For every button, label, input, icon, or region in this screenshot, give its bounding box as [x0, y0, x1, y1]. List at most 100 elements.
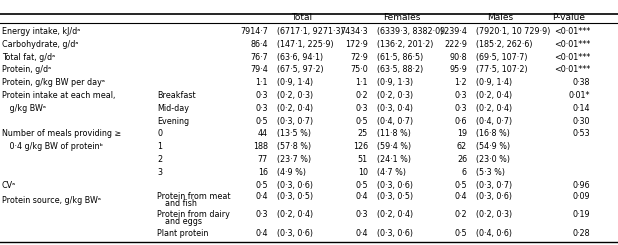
- Text: (4·7 %): (4·7 %): [377, 168, 406, 177]
- Text: and eggs: and eggs: [165, 217, 202, 226]
- Text: 0·5: 0·5: [355, 181, 368, 190]
- Text: 62: 62: [457, 142, 467, 151]
- Text: (0·2, 0·4): (0·2, 0·4): [377, 210, 413, 219]
- Text: and fish: and fish: [165, 199, 197, 208]
- Text: 1: 1: [157, 142, 162, 151]
- Text: 0·14: 0·14: [572, 104, 590, 113]
- Text: 1·2: 1·2: [454, 78, 467, 87]
- Text: 0·38: 0·38: [572, 78, 590, 87]
- Text: (0·3, 0·7): (0·3, 0·7): [277, 117, 313, 126]
- Text: Total: Total: [291, 13, 312, 22]
- Text: (6717·1, 9271·3): (6717·1, 9271·3): [277, 27, 344, 36]
- Text: 26: 26: [457, 155, 467, 164]
- Text: Protein from dairy: Protein from dairy: [157, 210, 230, 219]
- Text: g/kg BWᵃ: g/kg BWᵃ: [2, 104, 46, 113]
- Text: (13·5 %): (13·5 %): [277, 129, 311, 138]
- Text: 7914·7: 7914·7: [240, 27, 268, 36]
- Text: 16: 16: [258, 168, 268, 177]
- Text: (0·9, 1·3): (0·9, 1·3): [377, 78, 413, 87]
- Text: <0·01***: <0·01***: [554, 27, 590, 36]
- Text: 0·01*: 0·01*: [569, 91, 590, 100]
- Text: 1·1: 1·1: [255, 78, 268, 87]
- Text: (185·2, 262·6): (185·2, 262·6): [476, 40, 533, 49]
- Text: 0: 0: [157, 129, 162, 138]
- Text: Protein source, g/kg BWᵃ: Protein source, g/kg BWᵃ: [2, 196, 101, 205]
- Text: (69·5, 107·7): (69·5, 107·7): [476, 53, 528, 61]
- Text: 72·9: 72·9: [350, 53, 368, 61]
- Text: Total fat, g/dᵃ: Total fat, g/dᵃ: [2, 53, 55, 61]
- Text: Protein intake at each meal,: Protein intake at each meal,: [2, 91, 116, 100]
- Text: 0·4: 0·4: [454, 193, 467, 201]
- Text: (77·5, 107·2): (77·5, 107·2): [476, 65, 528, 74]
- Text: Protein from meat: Protein from meat: [157, 193, 231, 201]
- Text: 0·53: 0·53: [572, 129, 590, 138]
- Text: Carbohydrate, g/dᵃ: Carbohydrate, g/dᵃ: [2, 40, 78, 49]
- Text: <0·01***: <0·01***: [554, 40, 590, 49]
- Text: 0·6: 0·6: [454, 117, 467, 126]
- Text: 86·4: 86·4: [250, 40, 268, 49]
- Text: (0·4, 0·7): (0·4, 0·7): [377, 117, 413, 126]
- Text: 0·4: 0·4: [255, 229, 268, 238]
- Text: 0·3: 0·3: [355, 210, 368, 219]
- Text: 0·2: 0·2: [454, 210, 467, 219]
- Text: (0·3, 0·6): (0·3, 0·6): [476, 193, 512, 201]
- Text: (0·2, 0·3): (0·2, 0·3): [277, 91, 313, 100]
- Text: 2: 2: [157, 155, 162, 164]
- Text: (24·1 %): (24·1 %): [377, 155, 411, 164]
- Text: (0·3, 0·6): (0·3, 0·6): [377, 229, 413, 238]
- Text: 95·9: 95·9: [449, 65, 467, 74]
- Text: (54·9 %): (54·9 %): [476, 142, 510, 151]
- Text: 0·5: 0·5: [255, 117, 268, 126]
- Text: (23·7 %): (23·7 %): [277, 155, 311, 164]
- Text: 0·3: 0·3: [255, 91, 268, 100]
- Text: 0·96: 0·96: [572, 181, 590, 190]
- Text: (0·3, 0·5): (0·3, 0·5): [277, 193, 313, 201]
- Text: (16·8 %): (16·8 %): [476, 129, 510, 138]
- Text: 0·4: 0·4: [355, 229, 368, 238]
- Text: 0·28: 0·28: [572, 229, 590, 238]
- Text: 0·5: 0·5: [255, 181, 268, 190]
- Text: 0·3: 0·3: [454, 104, 467, 113]
- Text: Number of meals providing ≥: Number of meals providing ≥: [2, 129, 121, 138]
- Text: 0·4: 0·4: [355, 193, 368, 201]
- Text: Females: Females: [383, 13, 420, 22]
- Text: 0·3: 0·3: [454, 91, 467, 100]
- Text: 188: 188: [253, 142, 268, 151]
- Text: (0·9, 1·4): (0·9, 1·4): [277, 78, 313, 87]
- Text: 0·5: 0·5: [454, 181, 467, 190]
- Text: 9239·4: 9239·4: [439, 27, 467, 36]
- Text: Evening: Evening: [157, 117, 189, 126]
- Text: (23·0 %): (23·0 %): [476, 155, 510, 164]
- Text: Breakfast: Breakfast: [157, 91, 196, 100]
- Text: (0·9, 1·4): (0·9, 1·4): [476, 78, 512, 87]
- Text: (7920·1, 10 729·9): (7920·1, 10 729·9): [476, 27, 551, 36]
- Text: (0·2, 0·4): (0·2, 0·4): [476, 91, 512, 100]
- Text: Protein, g/dᵃ: Protein, g/dᵃ: [2, 65, 51, 74]
- Text: 0·5: 0·5: [355, 117, 368, 126]
- Text: (59·4 %): (59·4 %): [377, 142, 411, 151]
- Text: 0·30: 0·30: [572, 117, 590, 126]
- Text: (0·3, 0·5): (0·3, 0·5): [377, 193, 413, 201]
- Text: (6339·3, 8382·0): (6339·3, 8382·0): [377, 27, 443, 36]
- Text: <0·01***: <0·01***: [554, 53, 590, 61]
- Text: (0·2, 0·4): (0·2, 0·4): [476, 104, 512, 113]
- Text: Mid-day: Mid-day: [157, 104, 189, 113]
- Text: (0·3, 0·7): (0·3, 0·7): [476, 181, 512, 190]
- Text: <0·01***: <0·01***: [554, 65, 590, 74]
- Text: 77: 77: [258, 155, 268, 164]
- Text: (0·2, 0·4): (0·2, 0·4): [277, 210, 313, 219]
- Text: 0·5: 0·5: [454, 229, 467, 238]
- Text: 0·09: 0·09: [572, 193, 590, 201]
- Text: Plant protein: Plant protein: [157, 229, 208, 238]
- Text: 0·19: 0·19: [572, 210, 590, 219]
- Text: 0·2: 0·2: [355, 91, 368, 100]
- Text: Males: Males: [488, 13, 514, 22]
- Text: (0·3, 0·4): (0·3, 0·4): [377, 104, 413, 113]
- Text: 7434·3: 7434·3: [341, 27, 368, 36]
- Text: (4·9 %): (4·9 %): [277, 168, 306, 177]
- Text: 76·7: 76·7: [250, 53, 268, 61]
- Text: 1·1: 1·1: [355, 78, 368, 87]
- Text: (11·8 %): (11·8 %): [377, 129, 411, 138]
- Text: CVᵃ: CVᵃ: [2, 181, 16, 190]
- Text: 51: 51: [358, 155, 368, 164]
